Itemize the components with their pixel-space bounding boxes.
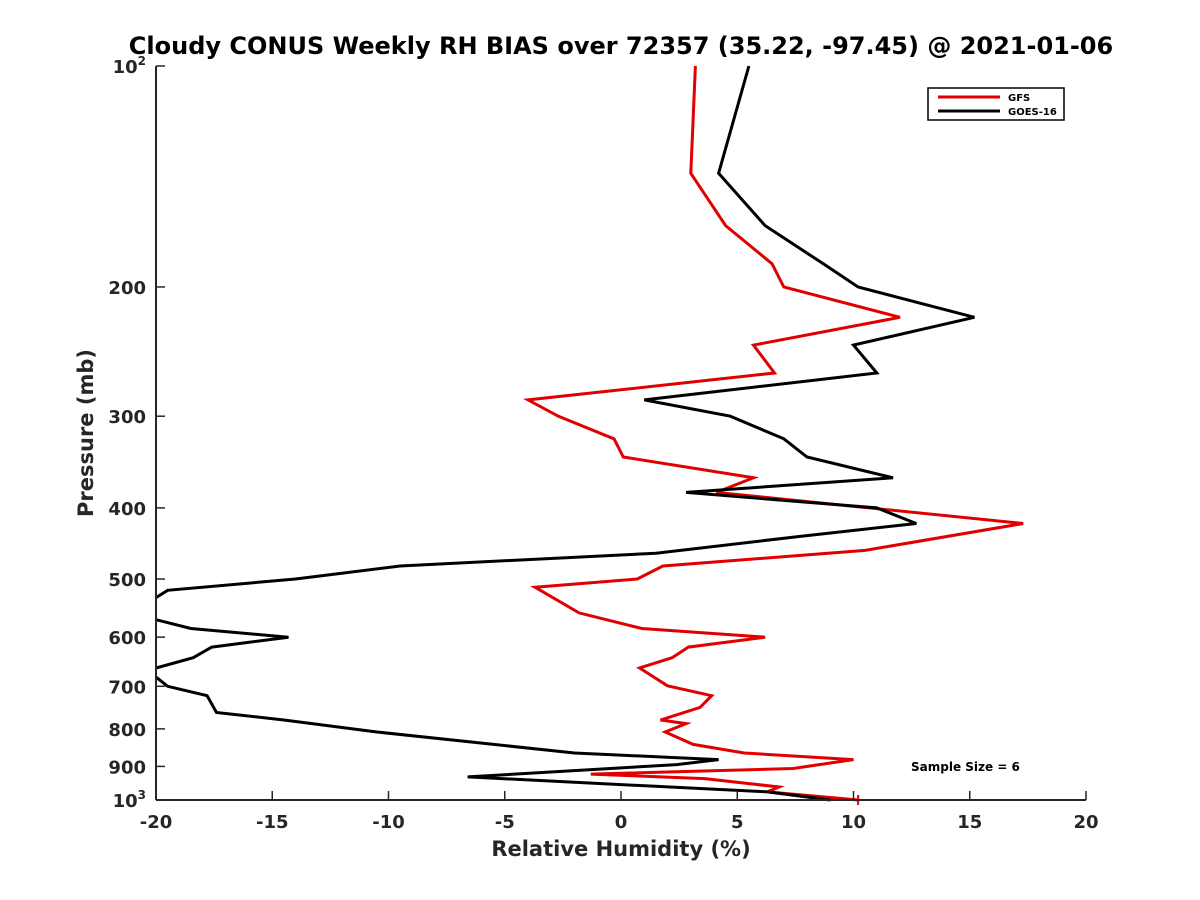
y-tick-label: 800 bbox=[108, 720, 146, 741]
x-tick-label: -5 bbox=[495, 812, 515, 833]
x-tick-label: -10 bbox=[372, 812, 405, 833]
legend-label-gfs: GFS bbox=[1008, 93, 1030, 104]
y-tick-label: 102 bbox=[113, 54, 146, 78]
x-tick-label: 20 bbox=[1073, 812, 1098, 833]
y-tick-label: 600 bbox=[108, 628, 146, 649]
legend-box bbox=[927, 87, 1065, 121]
x-tick-label: 15 bbox=[957, 812, 982, 833]
x-tick-label: 10 bbox=[841, 812, 866, 833]
x-tick-label: -15 bbox=[256, 812, 289, 833]
y-tick-label: 103 bbox=[113, 788, 146, 812]
y-tick-label: 300 bbox=[108, 407, 146, 428]
x-tick-label: -20 bbox=[140, 812, 173, 833]
legend[interactable]: GFS GOES-16 bbox=[927, 87, 1065, 121]
series-line-goes16 bbox=[155, 675, 831, 802]
series-line-goes16 bbox=[155, 65, 975, 599]
y-tick-label: 200 bbox=[108, 278, 146, 299]
series-line-goes16 bbox=[155, 618, 289, 670]
chart-title: Cloudy CONUS Weekly RH BIAS over 72357 (… bbox=[129, 32, 1113, 60]
y-ticks: 102 200 300 400 500 600 700 800 900 103 bbox=[108, 54, 165, 812]
sample-size-annotation: Sample Size = 6 bbox=[911, 760, 1020, 774]
y-tick-label: 700 bbox=[108, 677, 146, 698]
x-ticks: -20 -15 -10 -5 0 5 10 15 20 bbox=[140, 791, 1099, 833]
y-tick-label: 500 bbox=[108, 570, 146, 591]
x-tick-label: 5 bbox=[731, 812, 744, 833]
plot-lines bbox=[155, 65, 1024, 805]
x-tick-label: 0 bbox=[615, 812, 628, 833]
x-axis-label: Relative Humidity (%) bbox=[491, 837, 750, 861]
y-tick-label: 900 bbox=[108, 757, 146, 778]
y-axis-label: Pressure (mb) bbox=[74, 349, 98, 517]
series-line-gfs bbox=[523, 65, 1024, 802]
legend-label-goes16: GOES-16 bbox=[1008, 107, 1057, 118]
y-tick-label: 400 bbox=[108, 499, 146, 520]
